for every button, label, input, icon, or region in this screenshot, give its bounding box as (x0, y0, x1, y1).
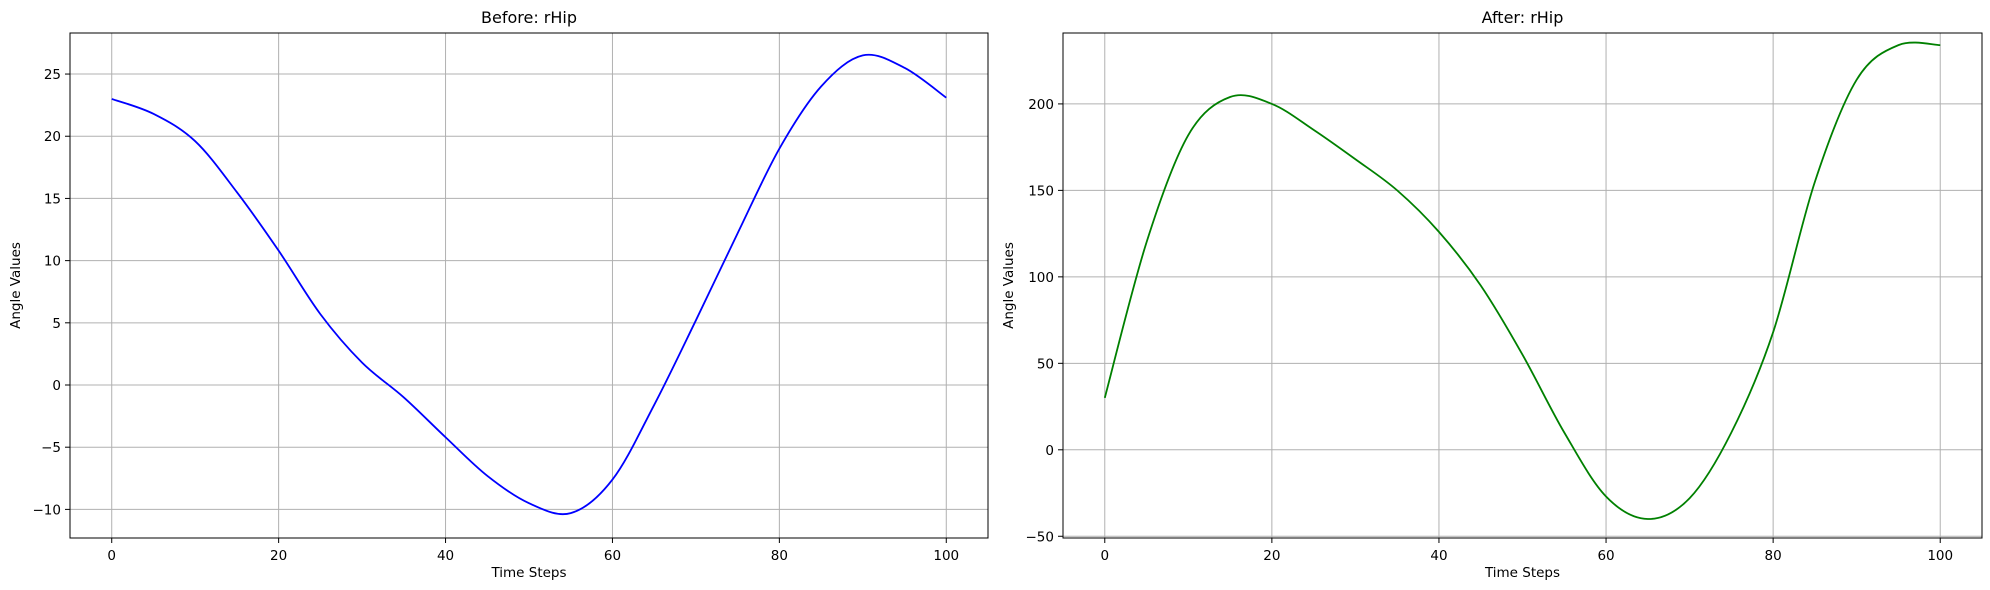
plot-frame (69, 32, 989, 539)
y-tick-label: 0 (1045, 443, 1054, 459)
y-tick-label: 5 (52, 316, 61, 332)
x-tick-label: 40 (1430, 548, 1447, 564)
chart-title: Before: rHip (481, 8, 577, 27)
y-tick-label: 150 (1028, 183, 1054, 199)
y-tick-label: 25 (44, 67, 61, 83)
y-tick-label: −50 (1026, 529, 1055, 545)
x-tick-label: 80 (1765, 548, 1782, 564)
y-tick-label: 200 (1028, 97, 1054, 113)
chart-title: After: rHip (1482, 8, 1564, 27)
x-tick-label: 60 (1597, 548, 1614, 564)
plot-frame (1062, 32, 1983, 539)
y-tick-label: −5 (41, 440, 61, 456)
x-tick-label: 100 (1927, 548, 1953, 564)
x-tick-label: 80 (771, 548, 788, 564)
x-tick-label: 20 (270, 548, 287, 564)
subplot-1: 0 20 40 60 80 100 −10 −5 0 5 10 15 20 25 Before: rHip T… (8, 8, 989, 581)
x-axis-label: Time Steps (490, 565, 566, 581)
y-tick-label: 15 (44, 191, 61, 207)
x-tick-label: 60 (604, 548, 621, 564)
subplot-2: 0 20 40 60 80 100 −50 0 50 100 150 200 After: rHip Ti… (1001, 8, 1983, 581)
series-line-1 (111, 53, 947, 516)
y-axis-label: Angle Values (8, 242, 24, 329)
x-tick-label: 20 (1263, 548, 1280, 564)
x-tick-label: 40 (437, 548, 454, 564)
x-tick-label: 100 (933, 548, 959, 564)
y-tick-label: 0 (52, 378, 61, 394)
y-tick-label: −10 (33, 502, 62, 518)
series-line-1 (1103, 41, 1941, 520)
y-tick-label: 10 (44, 254, 61, 270)
x-tick-label: 0 (1100, 548, 1109, 564)
y-tick-label: 20 (44, 129, 61, 145)
y-tick-label: 100 (1028, 270, 1054, 286)
y-tick-label: 50 (1037, 356, 1054, 372)
x-tick-label: 0 (107, 548, 116, 564)
y-axis-label: Angle Values (1001, 242, 1017, 329)
x-axis-label: Time Steps (1484, 565, 1560, 581)
